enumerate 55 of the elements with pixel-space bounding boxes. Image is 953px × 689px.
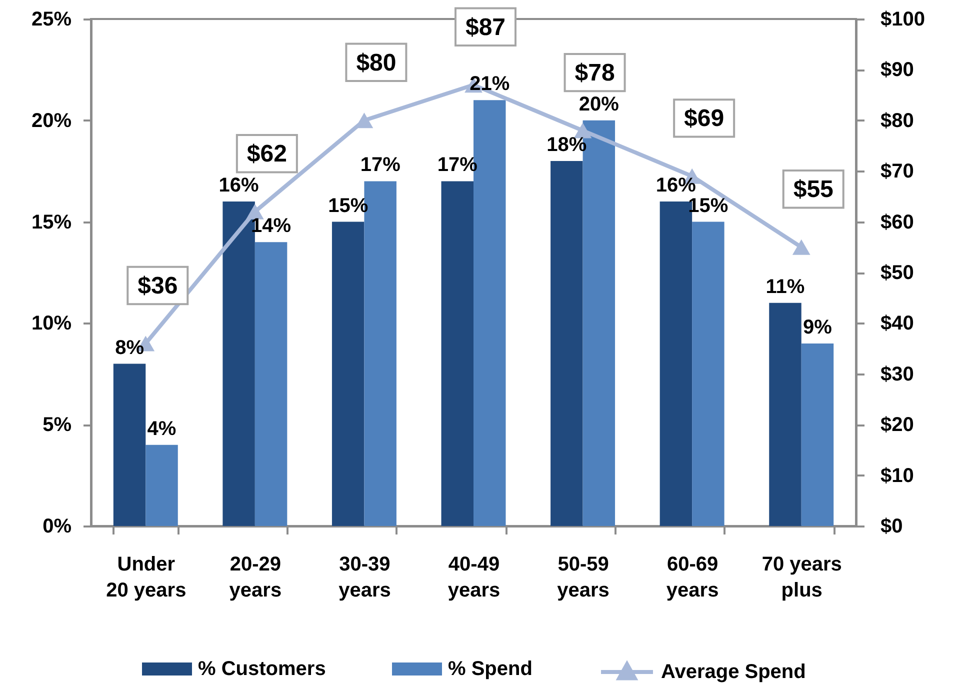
y2-tick-label: $20 [880,414,914,436]
legend-label: % Spend [448,658,532,680]
point [574,122,592,138]
data-label: $62 [246,140,287,168]
y2-tick-label: $70 [880,160,914,183]
y2-tick-label: $30 [880,363,914,386]
y2-tick-label: $80 [880,110,914,132]
y-tick-label: 10% [31,312,72,335]
data-label: 9% [803,316,832,338]
bar [769,302,802,526]
bar [254,242,288,526]
x-tick-label: Under 20 years [106,554,186,602]
x-tick-label: 70 years plus [762,554,842,602]
y2-tick-label: $100 [880,8,925,30]
data-label: $80 [356,49,396,76]
bar [332,222,364,526]
data-label: 20% [578,93,620,116]
data-label: 8% [115,336,144,359]
data-label: $36 [138,272,178,300]
y2-tick-label: $40 [880,312,914,335]
data-label: $78 [574,60,615,87]
data-label: $87 [465,14,506,41]
bar [550,160,583,526]
data-label: 11% [766,276,805,298]
y2-tick-label: $50 [880,262,914,284]
data-label: 17% [360,154,401,176]
y2-tick-label: $10 [880,464,914,487]
data-label: $55 [793,176,834,204]
legend-label: Average Spend [661,661,806,683]
y2-tick-label: $90 [880,59,914,82]
bar [441,181,474,526]
bar [801,343,834,526]
data-label: $69 [684,105,724,132]
point [792,239,810,255]
point [246,204,264,220]
bar [146,444,178,526]
y2-tick-label: $0 [880,516,903,538]
y-tick-label: 25% [31,8,72,30]
y-tick-label: 15% [31,211,72,234]
x-tick-label: 60-69 years [666,554,719,602]
bar [692,222,724,526]
data-label: 21% [470,73,510,96]
data-label: 16% [218,174,260,197]
x-tick-label: 20-29 years [229,554,282,602]
y-tick-label: 5% [42,414,72,436]
bar [113,364,146,526]
legend-label: % Customers [198,658,326,680]
data-label: 16% [656,174,696,197]
x-tick-label: 50-59 years [557,554,610,602]
y-tick-label: 20% [31,110,72,132]
x-tick-label: 40-49 years [448,554,500,602]
x-tick-label: 30-39 years [338,554,391,602]
data-label: 4% [147,418,176,440]
y2-tick-label: $60 [880,211,914,234]
y-tick-label: 0% [42,516,72,538]
